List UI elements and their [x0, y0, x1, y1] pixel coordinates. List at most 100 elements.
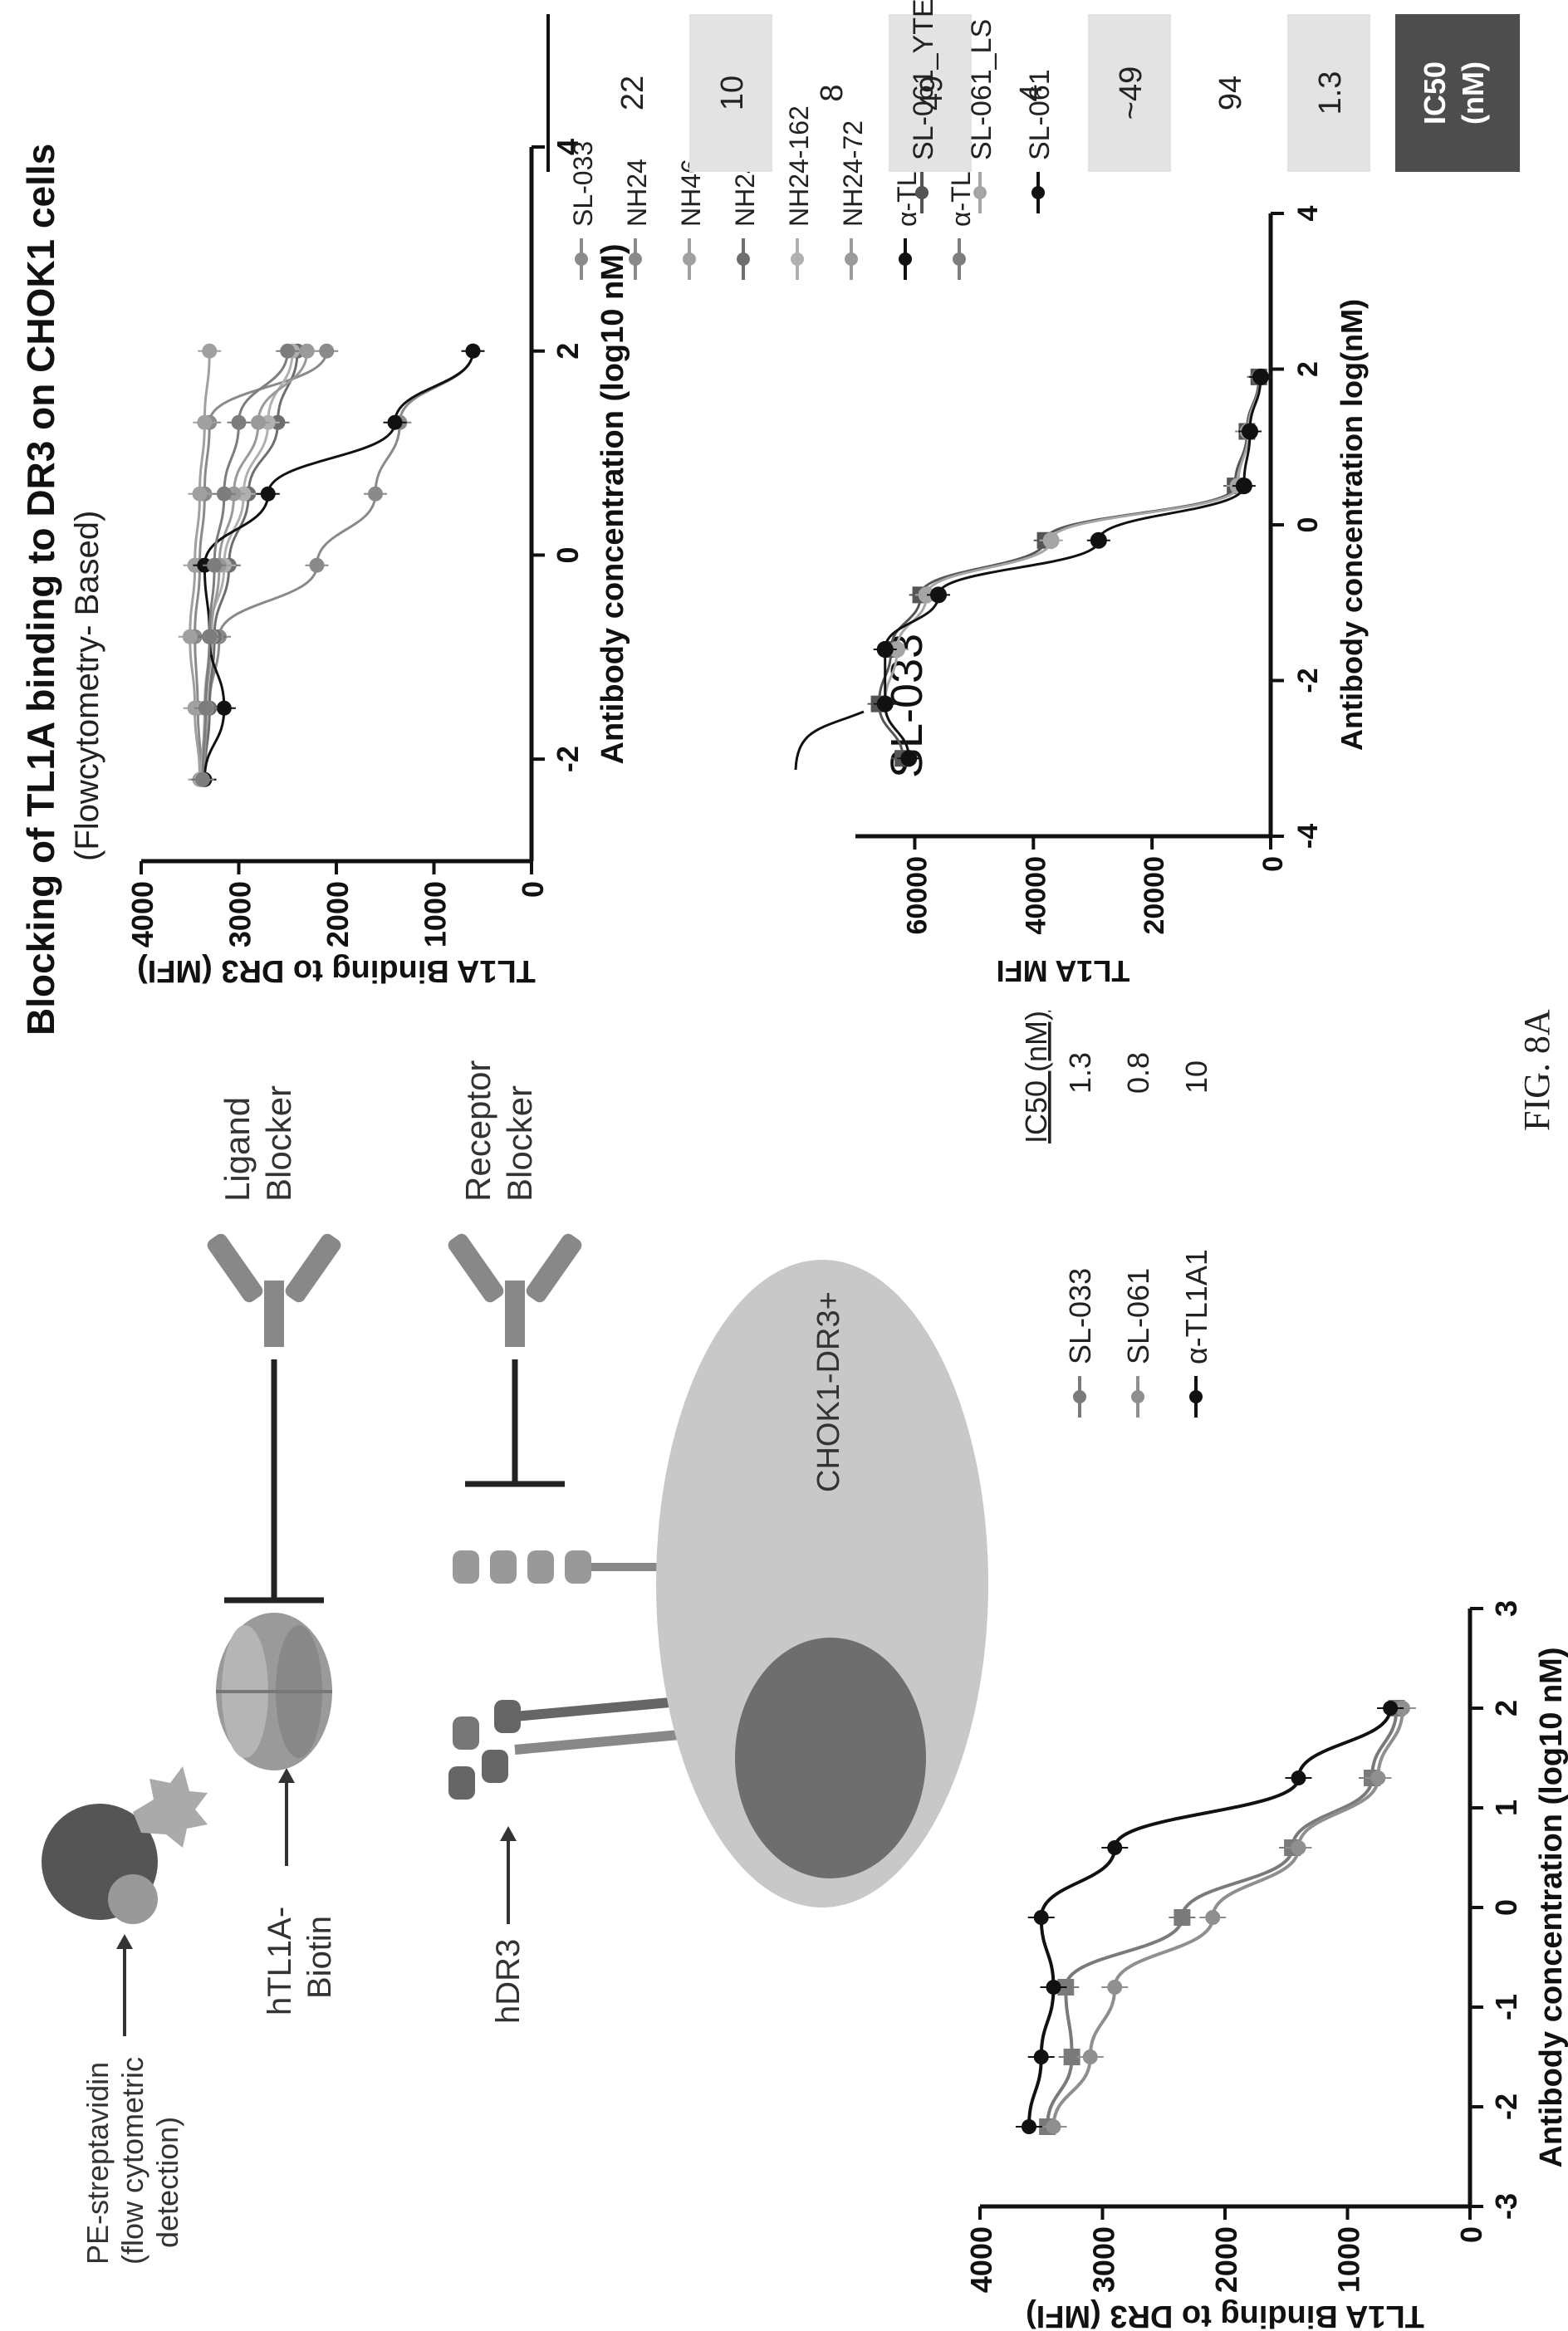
x-tick-label: -1	[1489, 1994, 1523, 2020]
data-point	[1107, 1980, 1123, 1995]
x-tick-label: 3	[1489, 1600, 1523, 1617]
dr3-receptor-icon	[448, 1695, 698, 1800]
ligand-blocker-label-2: Blocker	[259, 1085, 298, 1202]
x-tick-label: 0	[1292, 517, 1324, 533]
ic50-value: 22	[615, 76, 650, 110]
series-line-2	[884, 376, 1262, 759]
data-point	[1205, 1910, 1221, 1925]
legend-label: SL-033	[568, 141, 598, 227]
inhibition-bar-ligand-icon	[224, 1359, 324, 1604]
data-point	[1242, 423, 1258, 440]
data-point	[1022, 2119, 1036, 2134]
ic50-value: 4	[1014, 84, 1049, 101]
ic50-value: 10	[715, 76, 750, 110]
pe-streptavidin-label-3: detection)	[150, 2117, 184, 2248]
cell-label: CHOK1-DR3+	[811, 1291, 846, 1492]
receptor-blocker-antibody-icon	[448, 1233, 582, 1347]
data-point	[900, 750, 918, 767]
legend-marker	[915, 186, 929, 199]
data-point	[889, 641, 905, 658]
y-tick-label: 0	[1454, 2226, 1488, 2243]
data-point	[182, 629, 198, 644]
ic50-value: ~49	[1114, 66, 1149, 120]
data-point	[368, 486, 383, 502]
data-point	[202, 343, 218, 359]
x-axis-label: Antibody concentration (log10 nM)	[595, 244, 630, 765]
data-point	[465, 343, 481, 359]
chart-bottom-right: -4 -2 0 2 4 0 20000 40000 60000 Antibody concentr…	[855, 0, 1369, 988]
y-axis-label: TL1A Binding to DR3 (MFI)	[137, 953, 536, 988]
data-point	[876, 695, 894, 713]
data-point	[1291, 1770, 1306, 1785]
ic50-cell-bg	[689, 14, 772, 172]
schematic-diagram: PE-streptavidin (flow cytometric detecti…	[42, 1060, 988, 2265]
htl1a-trimer-icon	[216, 1613, 332, 1770]
x-axis-label: Antibody concentration log(nM)	[1335, 299, 1369, 751]
data-point	[1291, 1840, 1306, 1855]
legend-label: NH24-162	[784, 105, 814, 227]
data-point	[1033, 1910, 1049, 1925]
x-tick-label: 0	[1489, 1899, 1523, 1916]
y-tick-label: 2000	[1209, 2226, 1243, 2293]
receptor-blocker-label-2: Blocker	[500, 1085, 539, 1202]
ligand-blocker-antibody-icon	[207, 1233, 341, 1347]
legend-label: SL-061_YTE	[908, 0, 939, 160]
y-tick-label: 0	[1257, 856, 1289, 872]
series-line-0	[878, 376, 1261, 759]
x-tick-label: -2	[551, 746, 585, 772]
ic50-header-cell	[1395, 14, 1520, 172]
data-point	[216, 486, 232, 502]
series-line-1	[1051, 1707, 1404, 2128]
htl1a-label-2: Biotin	[301, 1916, 338, 1999]
x-tick-label: 2	[551, 343, 585, 360]
ic50-value: 49	[914, 76, 949, 110]
data-point	[1046, 2119, 1061, 2134]
y-tick-label: 40000	[1020, 856, 1051, 935]
legend-marker	[575, 252, 588, 266]
legend-marker	[629, 252, 642, 266]
x-axis-label: Antibody concentration (log10 nM)	[1534, 1648, 1568, 2168]
data-point	[251, 414, 266, 430]
data-point	[197, 414, 213, 430]
arrow-right-icon	[116, 1934, 133, 2036]
x-tick-label: 0	[551, 546, 585, 563]
y-tick-label: 2000	[321, 881, 355, 948]
data-point	[930, 586, 947, 604]
data-point	[231, 414, 247, 430]
ic50-cell-bg	[889, 14, 972, 172]
ic50-value: 94	[1213, 76, 1248, 110]
data-point	[216, 700, 232, 716]
series-line-6	[203, 350, 474, 780]
y-axis-label: TL1A MFI	[997, 954, 1130, 988]
ic50-header-text: IC50	[1418, 61, 1452, 125]
legend-label: SL-033	[1063, 1268, 1097, 1364]
legend-label: NH24-72	[838, 120, 868, 227]
x-tick-label: 4	[1292, 205, 1324, 221]
legend-marker	[1073, 1390, 1086, 1403]
data-point	[299, 343, 315, 359]
y-tick-label: 60000	[901, 856, 933, 935]
y-tick-label: 3000	[223, 881, 257, 948]
data-point	[1383, 1701, 1399, 1716]
series-line-1	[884, 376, 1262, 759]
chart-a-subtitle: (Flowcytometry- Based)	[69, 511, 105, 861]
data-point	[387, 414, 403, 430]
legend-label: SL-061_LS	[966, 19, 997, 160]
data-point	[198, 700, 213, 716]
legend-label: SL-061	[1121, 1268, 1155, 1364]
data-point	[280, 343, 296, 359]
data-point	[309, 557, 325, 573]
data-point	[1046, 1980, 1061, 1995]
y-tick-label: 1000	[419, 881, 453, 948]
chok1-dr3-cell-icon	[656, 1260, 988, 1907]
data-point	[195, 771, 211, 787]
y-tick-label: 20000	[1139, 856, 1170, 935]
legend-marker	[845, 252, 858, 266]
legend-marker	[1131, 1390, 1144, 1403]
ic50-list-value: 1.3	[1063, 1052, 1097, 1094]
legend-marker	[791, 252, 804, 266]
y-tick-label: 4000	[964, 2226, 998, 2293]
y-tick-label: 4000	[125, 881, 159, 948]
